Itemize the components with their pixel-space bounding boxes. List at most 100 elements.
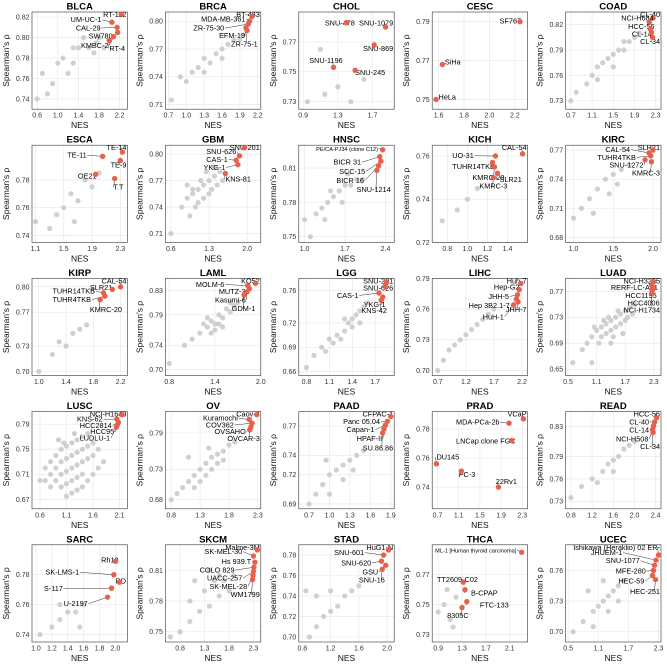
panel-title: KIRC	[602, 135, 625, 146]
y-tick-label: 0.73	[549, 598, 563, 605]
cell-line-point	[328, 188, 334, 194]
x-axis-label: NES	[338, 253, 356, 263]
cell-line-point	[342, 593, 348, 599]
cell-line-point	[100, 459, 107, 465]
highlighted-cell-label: YKG-1	[204, 163, 226, 172]
highlighted-cell-label: SNU-1214	[357, 185, 391, 194]
panel-title: SARC	[66, 534, 93, 545]
highlighted-cell-label: SNU-16	[359, 576, 385, 585]
highlighted-cell-point	[112, 558, 119, 564]
highlighted-cell-point	[649, 572, 656, 579]
cell-line-point	[37, 477, 43, 484]
cell-line-point	[231, 572, 237, 579]
highlighted-cell-label: TUHR14TKB	[52, 287, 95, 296]
x-tick-label: 0.8	[442, 246, 452, 253]
cell-line-point	[195, 200, 201, 206]
cell-line-point	[79, 459, 85, 465]
cell-line-point	[34, 96, 40, 102]
cell-line-point	[232, 439, 238, 445]
label-leader-line	[375, 170, 378, 190]
highlighted-cell-label: HCC-56	[634, 410, 660, 419]
cell-line-point	[74, 474, 80, 481]
cell-line-point	[79, 446, 85, 452]
y-tick-label: 0.69	[549, 341, 563, 348]
highlighted-cell-point	[104, 594, 111, 600]
y-tick-label: 0.73	[149, 467, 163, 474]
y-tick-label: 0.78	[283, 552, 297, 559]
cell-line-point	[594, 77, 601, 83]
cell-line-point	[83, 322, 90, 328]
y-tick-label: 0.82	[16, 15, 30, 22]
cell-line-point	[356, 583, 362, 589]
highlighted-cell-label: HuG1-N	[366, 543, 393, 552]
cell-line-point	[614, 181, 620, 187]
cell-line-point	[598, 324, 604, 330]
highlighted-cell-point	[250, 553, 257, 559]
y-tick-label: 0.76	[416, 306, 430, 313]
y-tick-label: 0.66	[283, 369, 297, 376]
x-tick-label: 0.9	[298, 113, 308, 120]
highlighted-cell-point	[515, 299, 521, 305]
plot-frame	[431, 144, 528, 243]
highlighted-cell-point	[343, 19, 350, 26]
highlighted-cell-label: SK-MEL-28	[209, 582, 247, 591]
cell-line-point	[590, 608, 596, 614]
panel-thca: 0.9 1.3 1.7 2.1 0.73 0.75 0.77 NES Spearman's ρ T…	[401, 534, 528, 663]
x-tick-label: 1.5	[475, 512, 485, 519]
cell-line-point	[333, 467, 339, 473]
highlighted-cell-point	[241, 145, 248, 151]
highlighted-cell-label: OVSAHO	[215, 427, 247, 436]
y-tick-label: 0.74	[149, 74, 163, 81]
highlighted-cell-point	[379, 430, 386, 436]
gridlines	[432, 278, 528, 376]
x-tick-label: 2.3	[517, 512, 527, 519]
plot-frame	[165, 411, 262, 510]
cell-line-point	[32, 218, 39, 225]
x-tick-label: 2.2	[115, 113, 125, 120]
cell-line-point	[192, 204, 198, 210]
x-tick-label: 1.4	[63, 646, 73, 653]
x-tick-label: 1.3	[199, 113, 209, 120]
x-tick-label: 0.8	[297, 646, 307, 653]
x-tick-label: 0.7	[304, 512, 314, 519]
panel-ov: 0.8 1.3 1.8 2.3 0.68 0.73 0.79 NES Spearman's ρ O…	[134, 401, 262, 530]
y-tick-label: 0.75	[283, 234, 297, 241]
cell-line-point	[350, 467, 356, 473]
cell-line-point	[75, 45, 82, 51]
label-leader-line	[225, 284, 248, 286]
highlighted-cell-label: MOLM-6	[196, 280, 224, 289]
highlighted-cell-label: SNU-1077	[606, 556, 640, 565]
y-axis-label: Spearman's ρ	[134, 167, 144, 219]
highlighted-cell-label: HuH-1	[483, 312, 504, 321]
highlighted-cell-label: SNU-1079	[359, 18, 393, 27]
y-tick-label: 0.78	[149, 598, 163, 605]
highlighted-cell-point	[520, 416, 527, 422]
y-tick-label: 0.83	[149, 288, 163, 295]
y-tick-label: 0.76	[549, 568, 563, 575]
highlighted-cell-point	[518, 280, 524, 287]
cell-line-point	[74, 449, 80, 455]
x-axis-label: NES	[471, 120, 489, 130]
cell-line-point	[58, 471, 64, 477]
cell-line-point	[359, 176, 365, 183]
cell-line-point	[63, 456, 70, 462]
cell-line-point	[69, 440, 75, 446]
y-tick-label: 0.76	[16, 205, 30, 212]
highlighted-cell-label: COV362	[206, 420, 234, 429]
highlighted-cell-point	[247, 427, 253, 433]
highlighted-cell-point	[439, 61, 446, 68]
highlighted-cell-point	[374, 167, 380, 174]
y-tick-label: 0.81	[149, 568, 163, 575]
cell-line-point	[192, 578, 198, 584]
cell-line-point	[187, 618, 193, 625]
plot-frame	[431, 278, 528, 376]
panel-prad: 0.7 1.1 1.5 1.9 2.3 0.74 0.76 0.78 NES Spearman's…	[401, 401, 528, 530]
y-tick-label: 0.77	[149, 178, 163, 185]
cell-line-point	[96, 34, 102, 41]
y-tick-label: 0.79	[416, 276, 430, 283]
cell-line-point	[364, 300, 371, 306]
highlighted-cell-point	[648, 29, 655, 35]
highlighted-cell-point	[254, 547, 261, 553]
panel-title: PAAD	[333, 401, 359, 412]
highlighted-cell-label: CAS-1	[337, 291, 359, 300]
